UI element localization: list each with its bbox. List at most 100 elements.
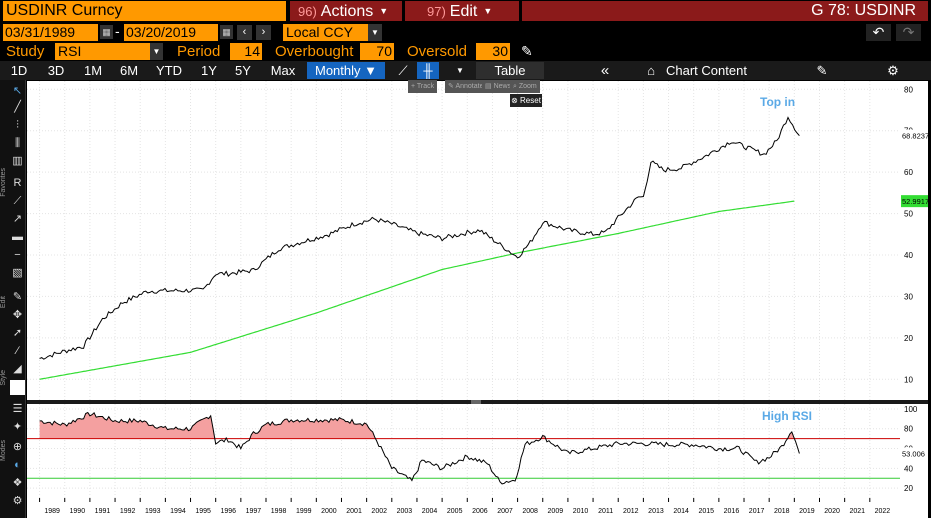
date-range-bar: 03/31/1989 ▦ - 03/20/2019 ▦ ‹ › Local CC… <box>0 22 931 42</box>
overbought-input[interactable]: 70 <box>360 43 394 60</box>
brush-icon[interactable]: ∕ <box>16 345 19 357</box>
actions-number: 96) <box>298 4 317 19</box>
cursor-icon[interactable]: ↖ <box>12 85 23 97</box>
move-icon[interactable]: ✥ <box>12 309 23 321</box>
edit-menu-button[interactable]: 97) Edit ▼ <box>405 1 519 21</box>
chart-content-button[interactable]: Chart Content <box>666 63 747 78</box>
period-1y-button[interactable]: 1Y <box>201 63 217 78</box>
text-tool-icon[interactable]: R <box>13 177 22 189</box>
x-tick-label: 2022 <box>875 508 891 515</box>
fib-tool-icon[interactable]: ⫼ <box>14 137 21 149</box>
security-field[interactable]: USDINR Curncy <box>3 1 286 21</box>
magic-icon[interactable]: ✦ <box>12 421 23 433</box>
period-ytd-button[interactable]: YTD <box>156 63 182 78</box>
x-tick-label: 2007 <box>497 508 513 515</box>
x-tick-label: 1999 <box>296 508 312 515</box>
line-chart-icon[interactable]: ⟋ <box>398 63 408 78</box>
pointer-icon[interactable]: ➚ <box>12 327 23 339</box>
top-in-annotation[interactable]: Top in <box>760 95 795 109</box>
x-tick-label: 1994 <box>170 508 186 515</box>
zoom-button[interactable]: ⌕ Zoom <box>510 80 540 93</box>
chevron-down-icon[interactable]: ▼ <box>150 43 163 60</box>
bars-tool-icon[interactable]: ⫶ <box>16 119 19 131</box>
pen-icon[interactable]: ✎ <box>521 43 533 59</box>
period-1d-button[interactable]: 1D <box>10 63 28 78</box>
caret-down-icon: ▼ <box>483 6 493 16</box>
logo-icon[interactable]: ◐ <box>14 459 21 471</box>
end-date-input[interactable]: 03/20/2019 <box>124 24 218 41</box>
frequency-label: Monthly <box>314 63 361 78</box>
period-input[interactable]: 14 <box>230 43 262 60</box>
pencil-icon[interactable]: ✎ <box>12 291 23 303</box>
horizontal-line-icon[interactable]: ▬ <box>12 231 23 243</box>
edit-label: Edit <box>449 3 478 20</box>
undo-icon[interactable]: ↶ <box>866 24 891 41</box>
color-swatch-icon[interactable] <box>10 380 25 395</box>
x-tick-label: 2001 <box>346 508 362 515</box>
x-tick-label: 1997 <box>246 508 262 515</box>
chevron-left-icon[interactable]: ‹ <box>237 25 252 40</box>
x-tick-label: 2004 <box>422 508 438 515</box>
actions-label: Actions <box>320 3 374 20</box>
rsi-line <box>39 411 800 485</box>
chart-canvas[interactable]: 1020304050607080 20406080100 19891990199… <box>0 80 931 518</box>
title-bar: USDINR Curncy 96) Actions ▼ 97) Edit ▼ G 78:… <box>0 0 931 22</box>
chevron-right-icon[interactable]: › <box>256 25 271 40</box>
rsi-value-badge-bg <box>901 447 928 460</box>
period-5y-button[interactable]: 5Y <box>235 63 251 78</box>
chevron-down-icon[interactable]: ▼ <box>456 66 464 75</box>
calendar-icon[interactable]: ▦ <box>220 25 233 39</box>
channel-tool-icon[interactable]: ▥ <box>12 155 23 167</box>
high-rsi-annotation[interactable]: High RSI <box>762 409 812 423</box>
redo-icon[interactable]: ↷ <box>896 24 921 41</box>
divider-handle[interactable] <box>471 400 481 404</box>
puzzle-icon[interactable]: ❖ <box>12 477 23 489</box>
arrow-tool-icon[interactable]: ↗ <box>12 213 23 225</box>
rsi-tick-label: 40 <box>904 464 913 473</box>
collapse-icon[interactable]: « <box>600 62 610 79</box>
start-date-input[interactable]: 03/31/1989 <box>3 24 98 41</box>
reset-button[interactable]: ⊗ Reset <box>510 94 542 107</box>
ray-tool-icon[interactable]: ⟋ <box>13 195 22 207</box>
x-tick-label: 2002 <box>371 508 387 515</box>
news-button[interactable]: ▤ News <box>482 80 515 93</box>
annotate-button[interactable]: ✎ Annotate <box>445 80 487 93</box>
oversold-input[interactable]: 30 <box>476 43 510 60</box>
x-tick-label: 2000 <box>321 508 337 515</box>
edit-number: 97) <box>427 4 446 19</box>
pattern-tool-icon[interactable]: ▧ <box>12 267 23 279</box>
line-tool-icon[interactable]: ╱ <box>14 101 21 113</box>
crosshair-icon[interactable]: ⊕ <box>12 441 23 453</box>
frequency-select[interactable]: Monthly ▼ <box>307 62 385 79</box>
actions-menu-button[interactable]: 96) Actions ▼ <box>290 1 402 21</box>
bar-chart-icon[interactable]: ╫ <box>417 62 439 79</box>
rsi-fills <box>39 412 795 439</box>
period-3d-button[interactable]: 3D <box>47 63 65 78</box>
period-6m-button[interactable]: 6M <box>119 63 139 78</box>
layout-icon[interactable]: ☰ <box>12 403 23 415</box>
reset-label: Reset <box>520 96 541 105</box>
gear-icon[interactable]: ⚙ <box>887 63 899 78</box>
period-max-button[interactable]: Max <box>270 63 296 78</box>
x-tick-label: 2010 <box>573 508 589 515</box>
last-value-badges: 68.8237 52.9917 53.006 <box>901 129 929 460</box>
settings-icon[interactable]: ⚙ <box>12 495 23 507</box>
study-select[interactable]: RSI <box>55 43 151 60</box>
x-tick-label: 2016 <box>724 508 740 515</box>
x-tick-label: 2014 <box>673 508 689 515</box>
chevron-down-icon[interactable]: ▼ <box>368 24 382 41</box>
chart-content-icon: ⌂ <box>647 63 655 78</box>
table-button[interactable]: Table <box>476 62 544 79</box>
fill-icon[interactable]: ◢ <box>13 363 22 375</box>
edit-chart-icon[interactable]: ✎ <box>816 63 828 78</box>
minus-icon[interactable]: − <box>14 249 21 261</box>
caret-down-icon: ▼ <box>379 6 389 16</box>
x-tick-label: 2017 <box>749 508 765 515</box>
currency-select[interactable]: Local CCY <box>283 24 371 41</box>
track-button[interactable]: + Track <box>408 80 438 93</box>
period-1m-button[interactable]: 1M <box>83 63 103 78</box>
calendar-icon[interactable]: ▦ <box>100 25 113 39</box>
x-tick-label: 2003 <box>397 508 413 515</box>
price-tick-label: 50 <box>904 210 913 219</box>
x-tick-label: 1990 <box>70 508 86 515</box>
